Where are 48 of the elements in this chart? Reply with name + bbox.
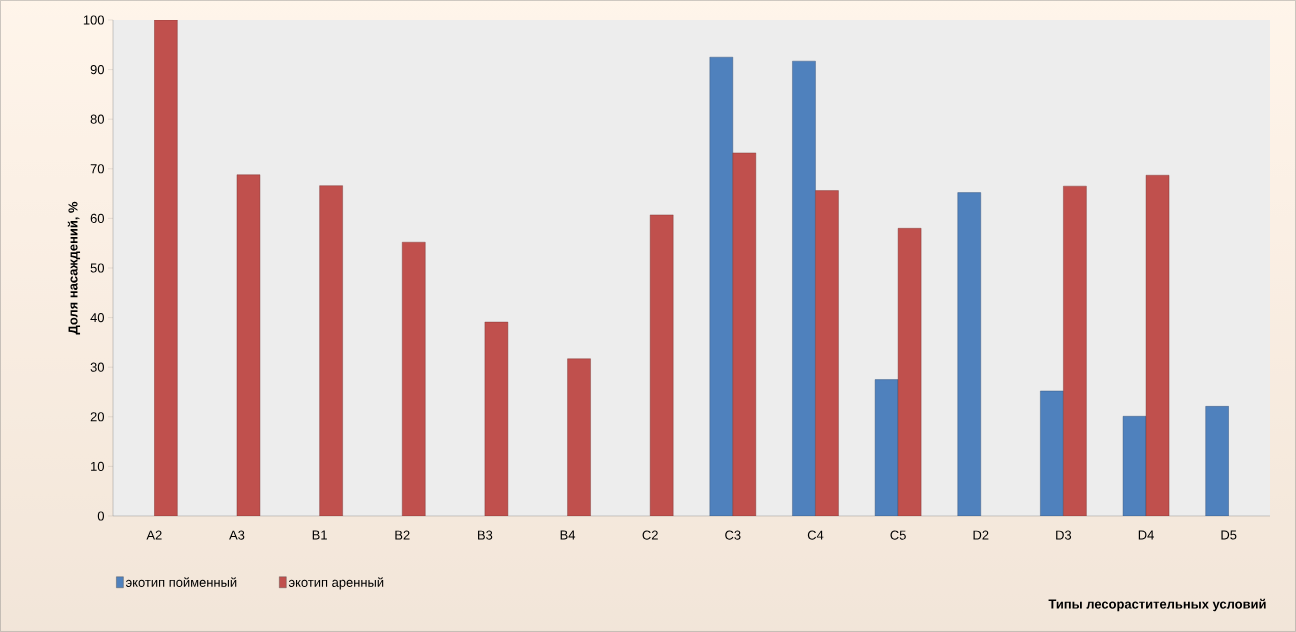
x-tick-label: C3 <box>725 530 741 540</box>
bar <box>236 174 261 516</box>
x-tick-label: C2 <box>642 530 658 540</box>
y-tick-label: 50 <box>90 263 104 273</box>
bar <box>1040 390 1064 516</box>
y-tick-label: 90 <box>90 64 104 75</box>
bar <box>402 241 426 516</box>
bar <box>874 379 899 516</box>
bar <box>815 190 839 516</box>
bar <box>732 152 757 516</box>
x-tick-label: C5 <box>890 530 906 540</box>
x-tick-label: A2 <box>146 530 162 540</box>
y-tick-label: 100 <box>83 15 104 25</box>
bar <box>1145 175 1170 516</box>
y-tick-label: 10 <box>91 461 104 471</box>
y-tick-label: 30 <box>90 362 104 372</box>
y-axis-title: Доля насаждений, % <box>67 201 81 335</box>
bar <box>1205 406 1229 516</box>
bar <box>484 321 509 516</box>
x-tick-label: D4 <box>1138 530 1154 540</box>
y-tick-label: 40 <box>90 313 104 323</box>
x-tick-label: B2 <box>395 530 410 540</box>
y-tick-label: 0 <box>97 511 104 521</box>
bar <box>897 228 922 516</box>
y-tick-label: 70 <box>90 164 104 174</box>
bar <box>154 19 178 516</box>
bar <box>792 60 816 516</box>
x-tick-label: D5 <box>1221 530 1237 540</box>
bar <box>1063 185 1087 516</box>
x-axis-title: Типы лесорастительных условий <box>1048 598 1266 612</box>
legend-label: экотип пойменный <box>125 577 237 587</box>
x-tick-label: D2 <box>973 530 989 540</box>
bar <box>709 56 734 516</box>
bar <box>649 214 674 516</box>
x-tick-label: B4 <box>560 530 576 540</box>
bar <box>957 192 981 516</box>
legend-label: экотип аренный <box>288 577 384 590</box>
y-tick-label: 80 <box>90 114 104 124</box>
y-tick-label: 60 <box>90 213 104 223</box>
x-tick-label: B3 <box>478 530 493 540</box>
x-tick-label: A3 <box>229 530 245 540</box>
y-tick-label: 20 <box>90 412 104 422</box>
bar <box>319 185 343 516</box>
bar <box>567 358 591 516</box>
x-tick-label: C4 <box>807 530 824 540</box>
bar <box>1122 416 1147 516</box>
x-tick-label: B1 <box>312 530 327 540</box>
x-tick-label: D3 <box>1056 530 1072 540</box>
